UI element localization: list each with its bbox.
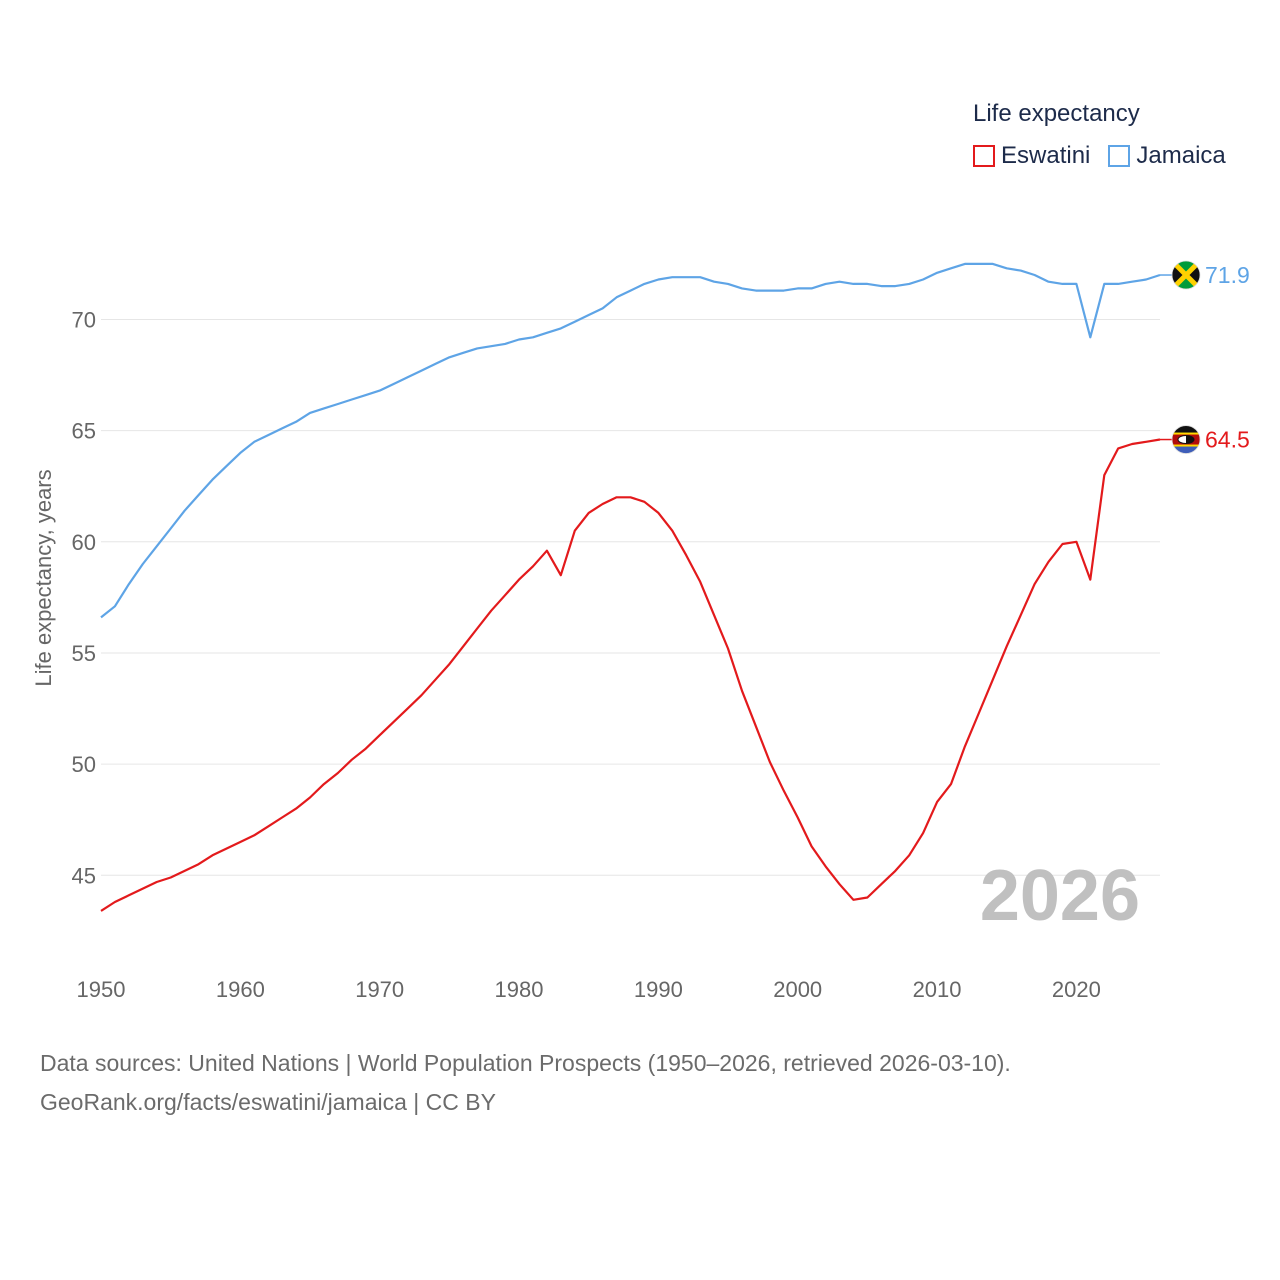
- x-tick-2000: 2000: [773, 977, 822, 1002]
- flag-icon-jamaica: [1171, 260, 1201, 290]
- footer: Data sources: United Nations | World Pop…: [40, 1044, 1011, 1122]
- legend-title: Life expectancy: [973, 100, 1140, 127]
- gridlines: [101, 318, 1160, 876]
- y-tick-70: 70: [72, 307, 96, 332]
- x-tick-1980: 1980: [495, 977, 544, 1002]
- x-tick-2010: 2010: [913, 977, 962, 1002]
- legend: Eswatini Jamaica: [973, 142, 1226, 170]
- y-tick-55: 55: [72, 641, 96, 666]
- x-tick-1950: 1950: [77, 977, 126, 1002]
- y-tick-45: 45: [72, 863, 96, 888]
- series-line-jamaica: [100, 262, 1161, 619]
- series-lines: [100, 262, 1161, 912]
- flag-icon-eswatini: [1171, 425, 1201, 454]
- end-value-jamaica: 71.9: [1205, 262, 1250, 288]
- series-line-eswatini: [100, 438, 1161, 912]
- legend-label-jamaica: Jamaica: [1136, 142, 1226, 169]
- x-axis-ticks: 1950 1960 1970 1980 1990 2000 2010 2020: [77, 977, 1101, 1002]
- end-markers: 64.5 71.9: [1160, 260, 1250, 454]
- footer-sources: Data sources: United Nations | World Pop…: [40, 1050, 1011, 1076]
- y-tick-65: 65: [72, 419, 96, 444]
- x-tick-1970: 1970: [355, 977, 404, 1002]
- x-tick-2020: 2020: [1052, 977, 1101, 1002]
- y-axis-ticks: 45 50 55 60 65 70: [72, 307, 96, 888]
- footer-link[interactable]: GeoRank.org/facts/eswatini/jamaica | CC …: [40, 1089, 496, 1115]
- legend-swatch-eswatini: [973, 145, 995, 167]
- legend-item-jamaica[interactable]: Jamaica: [1108, 142, 1226, 170]
- legend-swatch-jamaica: [1108, 145, 1131, 167]
- x-tick-1960: 1960: [216, 977, 265, 1002]
- current-year-label: 2026: [980, 856, 1140, 936]
- y-tick-60: 60: [72, 530, 96, 555]
- x-tick-1990: 1990: [634, 977, 683, 1002]
- y-tick-50: 50: [72, 752, 96, 777]
- legend-item-eswatini[interactable]: Eswatini: [973, 142, 1090, 170]
- end-value-eswatini: 64.5: [1205, 427, 1250, 453]
- y-axis-label: Life expectancy, years: [31, 469, 56, 686]
- legend-label-eswatini: Eswatini: [1001, 142, 1091, 169]
